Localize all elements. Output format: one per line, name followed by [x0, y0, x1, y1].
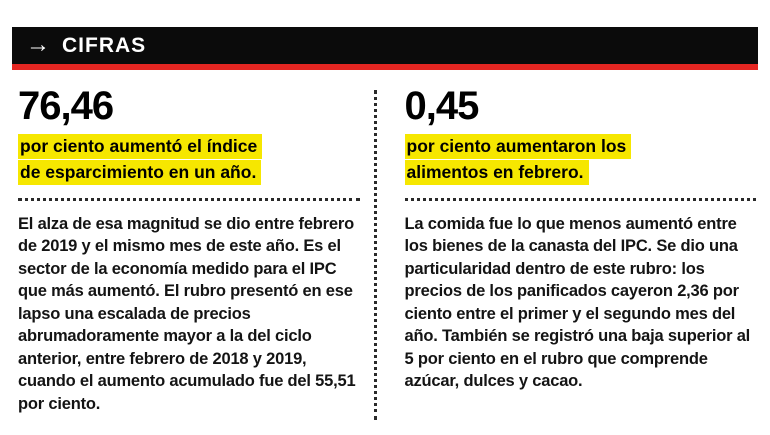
vertical-dotted-divider — [373, 90, 377, 420]
right-highlight-line-1: por ciento aumentaron los — [404, 134, 632, 159]
right-figure: 0,45 — [404, 84, 480, 128]
columns-container: 76,46 por ciento aumentó el índice de es… — [0, 70, 770, 420]
right-column: 0,45 por ciento aumentaron los alimentos… — [377, 86, 756, 420]
section-title: CIFRAS — [62, 33, 147, 57]
left-highlight: por ciento aumentó el índice de esparcim… — [18, 134, 360, 186]
left-highlight-line-1: por ciento aumentó el índice — [18, 134, 263, 159]
right-dotted-rule — [404, 198, 756, 201]
left-column: 76,46 por ciento aumentó el índice de es… — [18, 86, 374, 420]
section-header-bar: → CIFRAS — [12, 27, 758, 64]
right-highlight-line-2: alimentos en febrero. — [404, 160, 589, 185]
left-figure: 76,46 — [18, 84, 114, 128]
left-highlight-line-2: de esparcimiento en un año. — [18, 160, 262, 185]
right-highlight: por ciento aumentaron los alimentos en f… — [404, 134, 756, 186]
left-dotted-rule — [18, 198, 360, 201]
right-body-text: La comida fue lo que menos aumentó entre… — [404, 215, 751, 391]
left-body-text: El alza de esa magnitud se dio entre feb… — [18, 215, 356, 413]
arrow-right-icon: → — [26, 30, 50, 58]
red-accent-rule — [12, 64, 758, 70]
